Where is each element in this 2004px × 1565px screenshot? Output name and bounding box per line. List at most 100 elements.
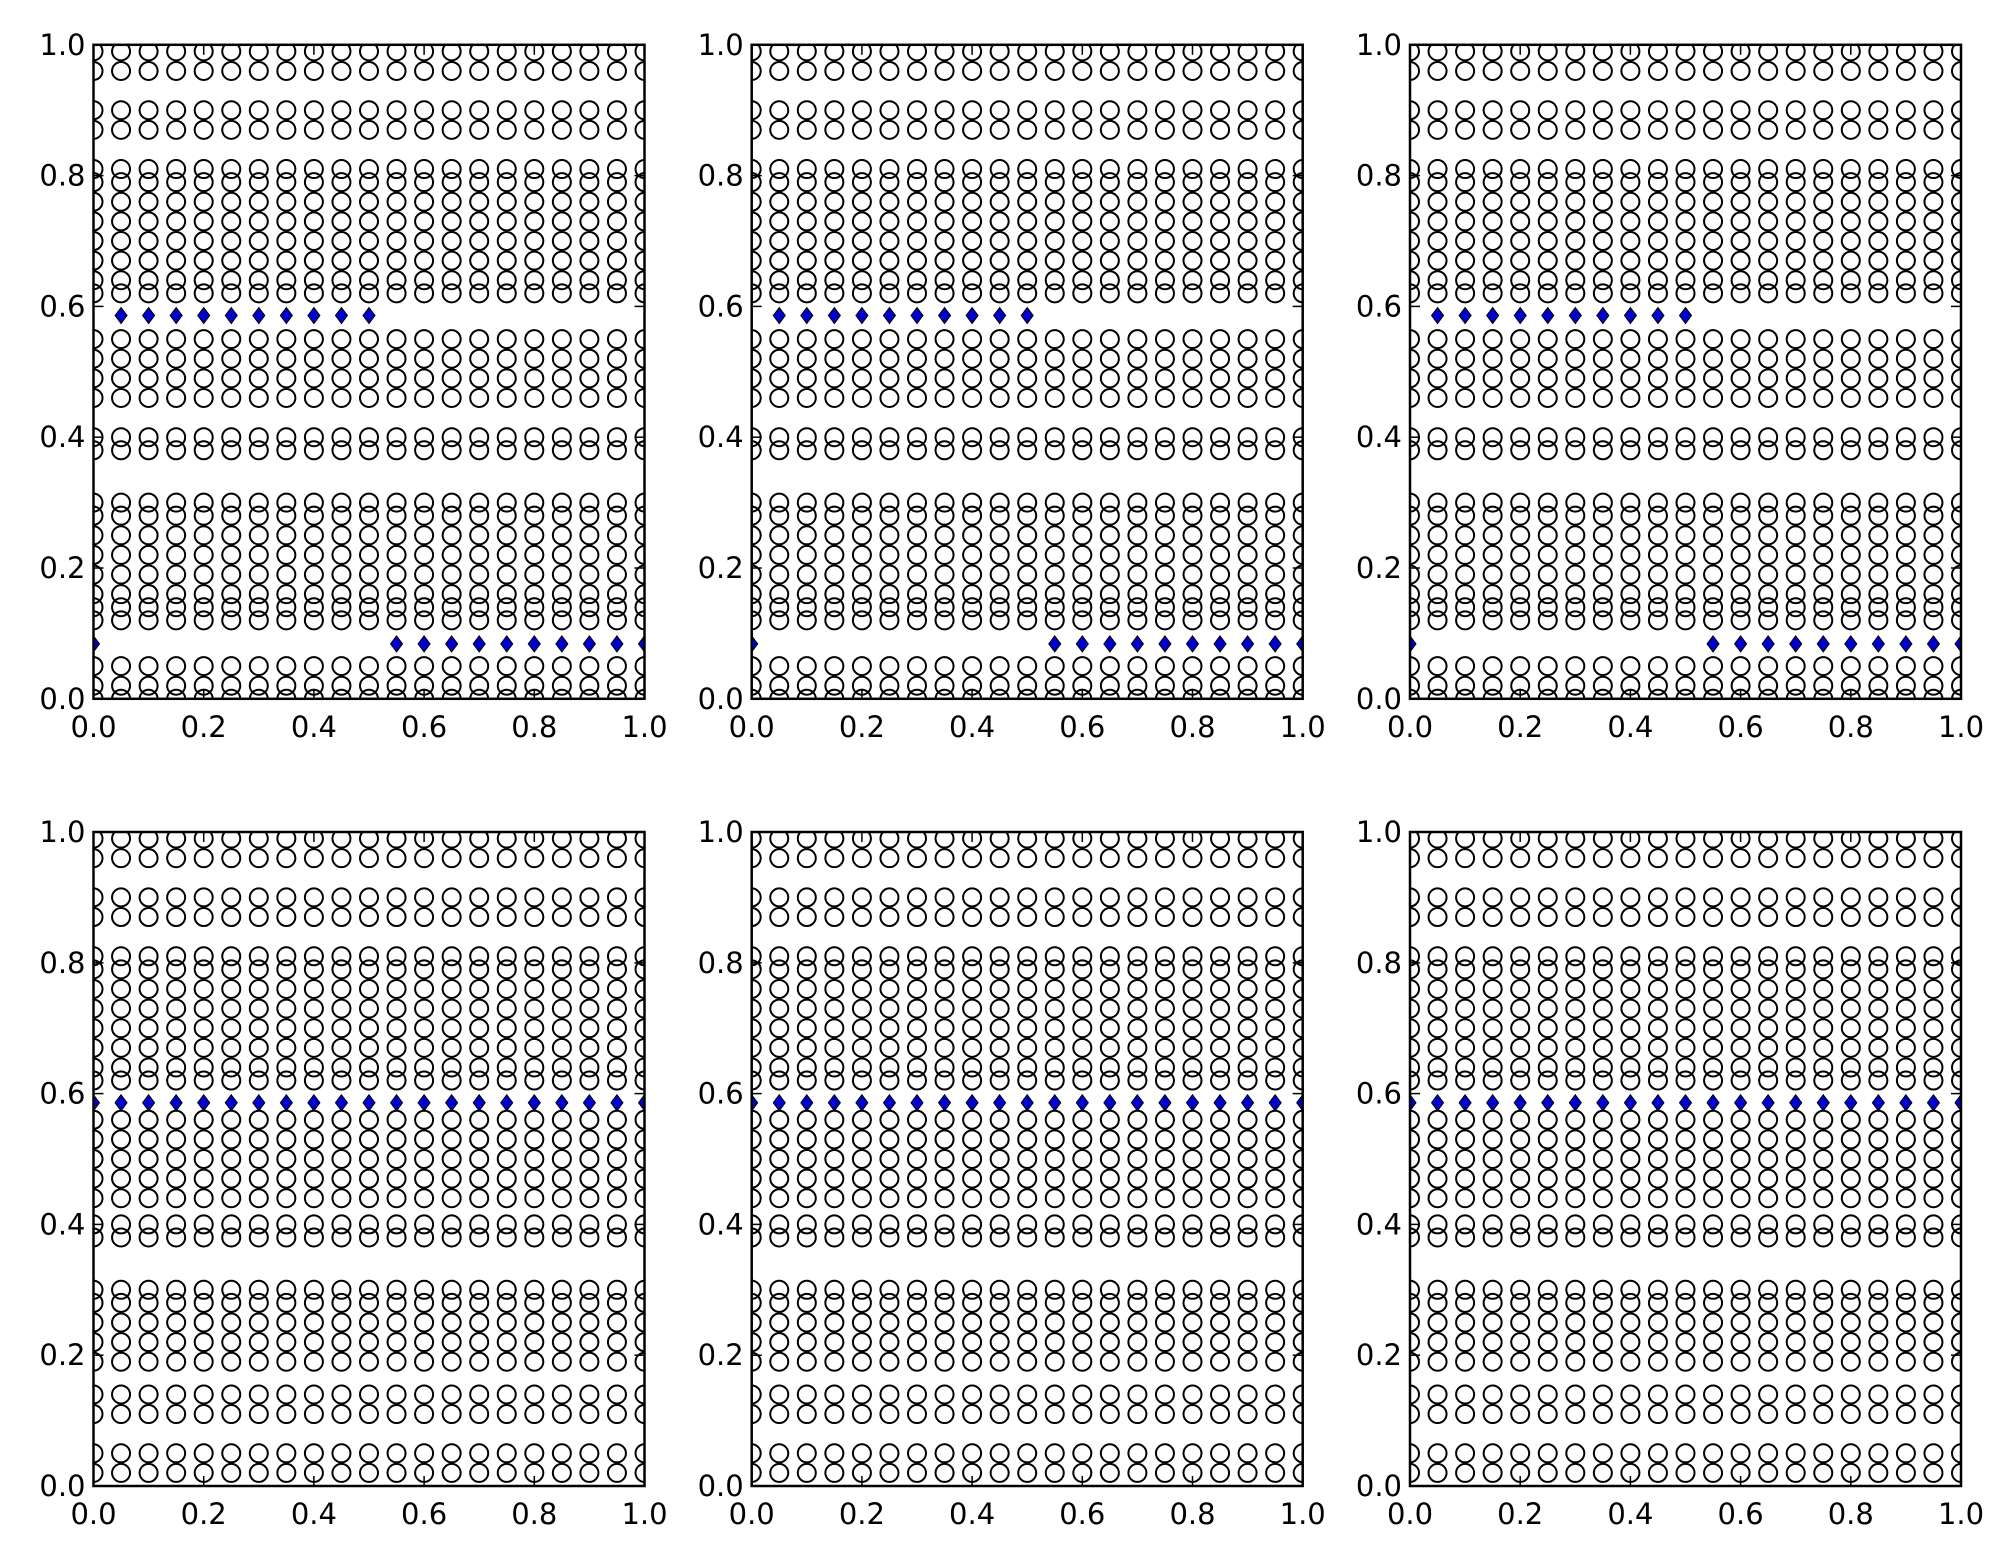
circle-marker [386, 1214, 407, 1235]
diamond-marker [637, 635, 645, 653]
circle-marker [1044, 1070, 1065, 1091]
circle-marker [441, 505, 462, 526]
circle-marker [1265, 283, 1286, 304]
circle-marker [851, 427, 872, 448]
circle-marker [1099, 1018, 1120, 1039]
circle-marker [1154, 1018, 1175, 1039]
circle-marker [248, 1443, 269, 1464]
circle-marker [1482, 946, 1503, 967]
circle-marker [1840, 1129, 1861, 1150]
circle-marker [796, 907, 817, 928]
circle-marker [138, 907, 159, 928]
circle-marker [1565, 1057, 1586, 1078]
circle-marker [1868, 946, 1889, 967]
circle-marker [193, 1292, 214, 1313]
x-tick-label: 0.0 [1387, 1497, 1433, 1531]
y-tick-label: 0.0 [698, 682, 744, 716]
circle-marker [796, 1070, 817, 1091]
circle-marker [111, 119, 132, 140]
circle-marker [166, 1057, 187, 1078]
circle-marker [962, 191, 983, 212]
circle-marker [1210, 505, 1231, 526]
circle-marker [907, 387, 927, 408]
circle-marker [907, 211, 927, 232]
circle-marker [1895, 1443, 1916, 1464]
circle-marker [248, 1214, 269, 1235]
circle-marker [1182, 368, 1203, 389]
circle-marker [1427, 564, 1448, 585]
circle-marker [796, 119, 817, 140]
circle-marker [1044, 387, 1065, 408]
circle-marker [496, 329, 517, 350]
circle-marker [359, 231, 379, 251]
circle-marker [111, 1312, 132, 1333]
y-tick-label: 0.4 [698, 1207, 744, 1241]
circle-marker [751, 119, 762, 140]
circle-marker [1455, 172, 1476, 193]
circle-marker [386, 907, 407, 928]
circle-marker [1840, 597, 1861, 618]
circle-marker [1537, 60, 1558, 81]
circle-marker [579, 610, 600, 631]
circle-marker [1647, 1351, 1668, 1372]
circle-marker [1785, 1214, 1806, 1235]
circle-marker [1537, 1462, 1558, 1483]
circle-marker [1210, 1214, 1231, 1235]
circle-marker [1923, 283, 1944, 304]
circle-marker [1427, 1168, 1448, 1189]
circle-marker [276, 907, 297, 928]
circle-marker [1237, 329, 1258, 350]
circle-marker [1592, 1018, 1613, 1039]
circle-marker [1620, 1443, 1641, 1464]
x-tick-label: 0.0 [1387, 710, 1433, 744]
circle-marker [1868, 1351, 1889, 1372]
circle-marker [469, 250, 490, 271]
circle-marker [1482, 44, 1503, 62]
circle-marker [1895, 887, 1916, 908]
circle-marker [551, 100, 572, 121]
circle-marker [824, 1279, 845, 1300]
circle-marker [1427, 1037, 1448, 1058]
circle-marker [1455, 1332, 1476, 1353]
circle-marker [1675, 492, 1696, 513]
circle-marker [1675, 440, 1696, 461]
circle-marker [93, 675, 104, 696]
circle-marker [1017, 610, 1038, 631]
circle-marker [1951, 159, 1961, 180]
circle-marker [989, 368, 1010, 389]
circle-marker [524, 832, 545, 849]
circle-marker [1951, 1351, 1961, 1372]
circle-marker [1813, 1332, 1834, 1353]
circle-marker [248, 1109, 269, 1130]
circle-marker [138, 959, 159, 980]
circle-marker [1620, 656, 1641, 677]
circle-marker [414, 1227, 435, 1248]
circle-marker [1758, 250, 1779, 271]
circle-marker [441, 283, 462, 304]
circle-marker [1565, 656, 1586, 677]
circle-marker [1703, 525, 1724, 546]
circle-marker [1182, 656, 1203, 677]
circle-marker [1620, 544, 1641, 565]
circle-marker [1237, 231, 1258, 251]
circle-marker [303, 656, 324, 677]
circle-marker [1620, 1279, 1641, 1300]
circle-marker [1675, 998, 1696, 1019]
circle-marker [1072, 1018, 1093, 1039]
circle-marker [1537, 329, 1558, 350]
circle-marker [1785, 172, 1806, 193]
circle-marker [1675, 675, 1696, 696]
circle-marker [496, 1384, 517, 1405]
circle-marker [359, 1214, 379, 1235]
axes-frame [1408, 43, 1963, 701]
diamond-marker [582, 635, 597, 653]
circle-marker [1785, 348, 1806, 369]
circle-marker [879, 544, 900, 565]
circle-marker [824, 427, 845, 448]
circle-marker [1923, 959, 1944, 980]
circle-marker [1703, 44, 1724, 62]
circle-marker [1127, 427, 1148, 448]
circle-marker [796, 1109, 817, 1130]
circle-marker [303, 492, 324, 513]
circle-marker [1127, 1149, 1148, 1169]
